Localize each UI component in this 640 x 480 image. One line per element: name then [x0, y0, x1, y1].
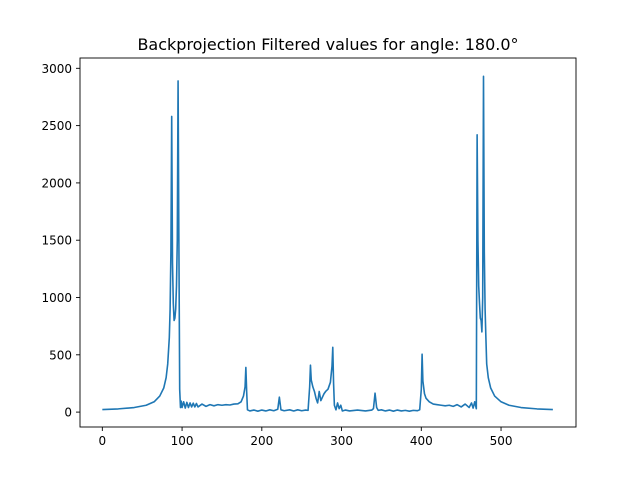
- y-tick-label: 2000: [41, 176, 72, 190]
- y-tick-label: 0: [64, 406, 72, 420]
- x-tick-label: 500: [490, 434, 513, 448]
- y-tick-label: 3000: [41, 62, 72, 76]
- x-tick-label: 300: [330, 434, 353, 448]
- x-tick-label: 400: [410, 434, 433, 448]
- y-tick-label: 1500: [41, 234, 72, 248]
- y-tick-label: 1000: [41, 291, 72, 305]
- axes-frame: [79, 57, 577, 428]
- chart-title: Backprojection Filtered values for angle…: [137, 35, 518, 54]
- plot-area: [102, 75, 553, 412]
- x-tick-label: 200: [250, 434, 273, 448]
- y-axis: 0 500 1000 1500 2000 2500 3000: [41, 62, 80, 420]
- y-tick-label: 500: [49, 348, 72, 362]
- y-tick-label: 2500: [41, 119, 72, 133]
- series-line: [102, 75, 553, 412]
- x-tick-label: 100: [171, 434, 194, 448]
- x-tick-label: 0: [99, 434, 107, 448]
- x-axis: 0 100 200 300 400 500: [99, 427, 513, 448]
